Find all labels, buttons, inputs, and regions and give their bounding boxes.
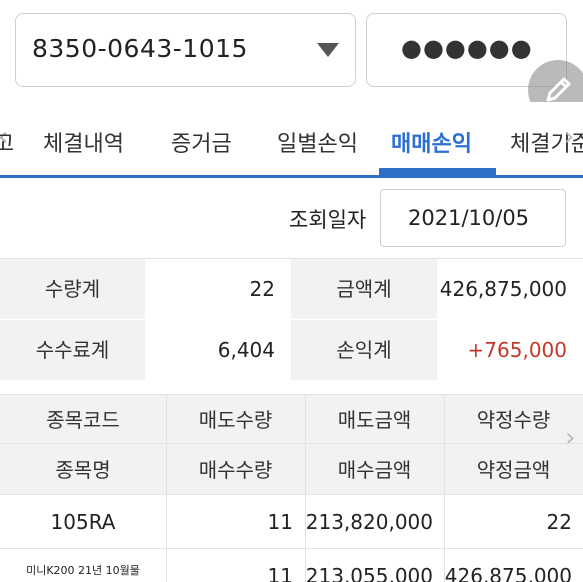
chevron-right-icon[interactable]: › [565,423,576,453]
fee-total-label: 수수료계 [0,320,145,380]
qty-total-value: 22 [145,259,291,319]
account-bar: 8350-0643-1015 ●●●●●● [0,0,583,102]
pencil-icon [546,77,571,102]
tab-execution-history[interactable]: 체결내역 [43,132,124,157]
amount-total-value: 426,875,000 [437,259,583,319]
query-date-label: 조회일자 [289,208,367,232]
tab-execution-basis[interactable]: 체결기준 [510,132,583,157]
header-sell-amount: 매도금액 [337,408,412,432]
summary-row: 수수료계 6,404 손익계 +765,000 [0,320,583,380]
cell-buy-amount: 213,055,000 [305,564,433,582]
cell-sell-amount: 213,820,000 [305,510,433,534]
cell-buy-qty: 11 [267,564,293,582]
header-item-name: 종목명 [55,458,111,482]
divider [166,394,167,582]
divider [305,394,306,582]
trade-grid: 종목코드 매도수량 매도금액 약정수량 종목명 매수수량 매수금액 약정금액 ›… [0,394,583,582]
summary-table: 수량계 22 금액계 426,875,000 수수료계 6,404 손익계 +7… [0,258,583,380]
fee-total-value: 6,404 [145,320,291,380]
section-gap [0,380,583,394]
password-mask: ●●●●●● [401,34,533,62]
cell-sell-qty: 11 [267,510,293,534]
grid-header: 종목코드 매도수량 매도금액 약정수량 종목명 매수수량 매수금액 약정금액 › [0,394,583,494]
tab-bar: ‹ 고 체결내역 증거금 일별손익 매매손익 체결기준 › [0,102,583,178]
tab-margin[interactable]: 증거금 [171,132,232,157]
chevron-down-icon [317,43,339,57]
header-sell-qty: 매도수량 [198,408,273,432]
query-bar: 조회일자 2021/10/05 [0,178,583,258]
pnl-total-value: +765,000 [437,320,583,380]
query-date-field[interactable]: 2021/10/05 [380,189,566,247]
header-buy-amount: 매수금액 [337,458,412,482]
query-date-value: 2021/10/05 [408,206,530,230]
header-item-code: 종목코드 [46,408,120,432]
header-contract-amount: 약정금액 [476,458,551,482]
qty-total-label: 수량계 [0,259,145,319]
account-number: 8350-0643-1015 [32,34,248,63]
header-contract-qty: 약정수량 [476,408,551,432]
cell-contract-qty: 22 [546,510,572,534]
cell-contract-amount: 426,875,000 [444,564,572,582]
active-tab-indicator [379,168,496,175]
chevron-right-icon[interactable]: › [564,122,575,152]
amount-total-label: 금액계 [291,259,437,319]
tab-partial-left[interactable]: 고 [0,132,15,157]
summary-row: 수량계 22 금액계 426,875,000 [0,259,583,319]
divider [0,494,583,495]
divider [444,394,445,582]
divider [0,443,583,444]
tab-daily-pnl[interactable]: 일별손익 [277,132,358,157]
password-field[interactable]: ●●●●●● [366,13,567,87]
divider [0,548,583,549]
pnl-total-label: 손익계 [291,320,437,380]
cell-item-name: 미니K200 21년 10월물 [26,564,140,577]
chevron-left-icon[interactable]: ‹ [0,122,8,152]
header-buy-qty: 매수수량 [198,458,273,482]
account-select[interactable]: 8350-0643-1015 [15,13,356,87]
tab-trading-pnl[interactable]: 매매손익 [391,132,472,157]
cell-item-code: 105RA [50,510,116,534]
